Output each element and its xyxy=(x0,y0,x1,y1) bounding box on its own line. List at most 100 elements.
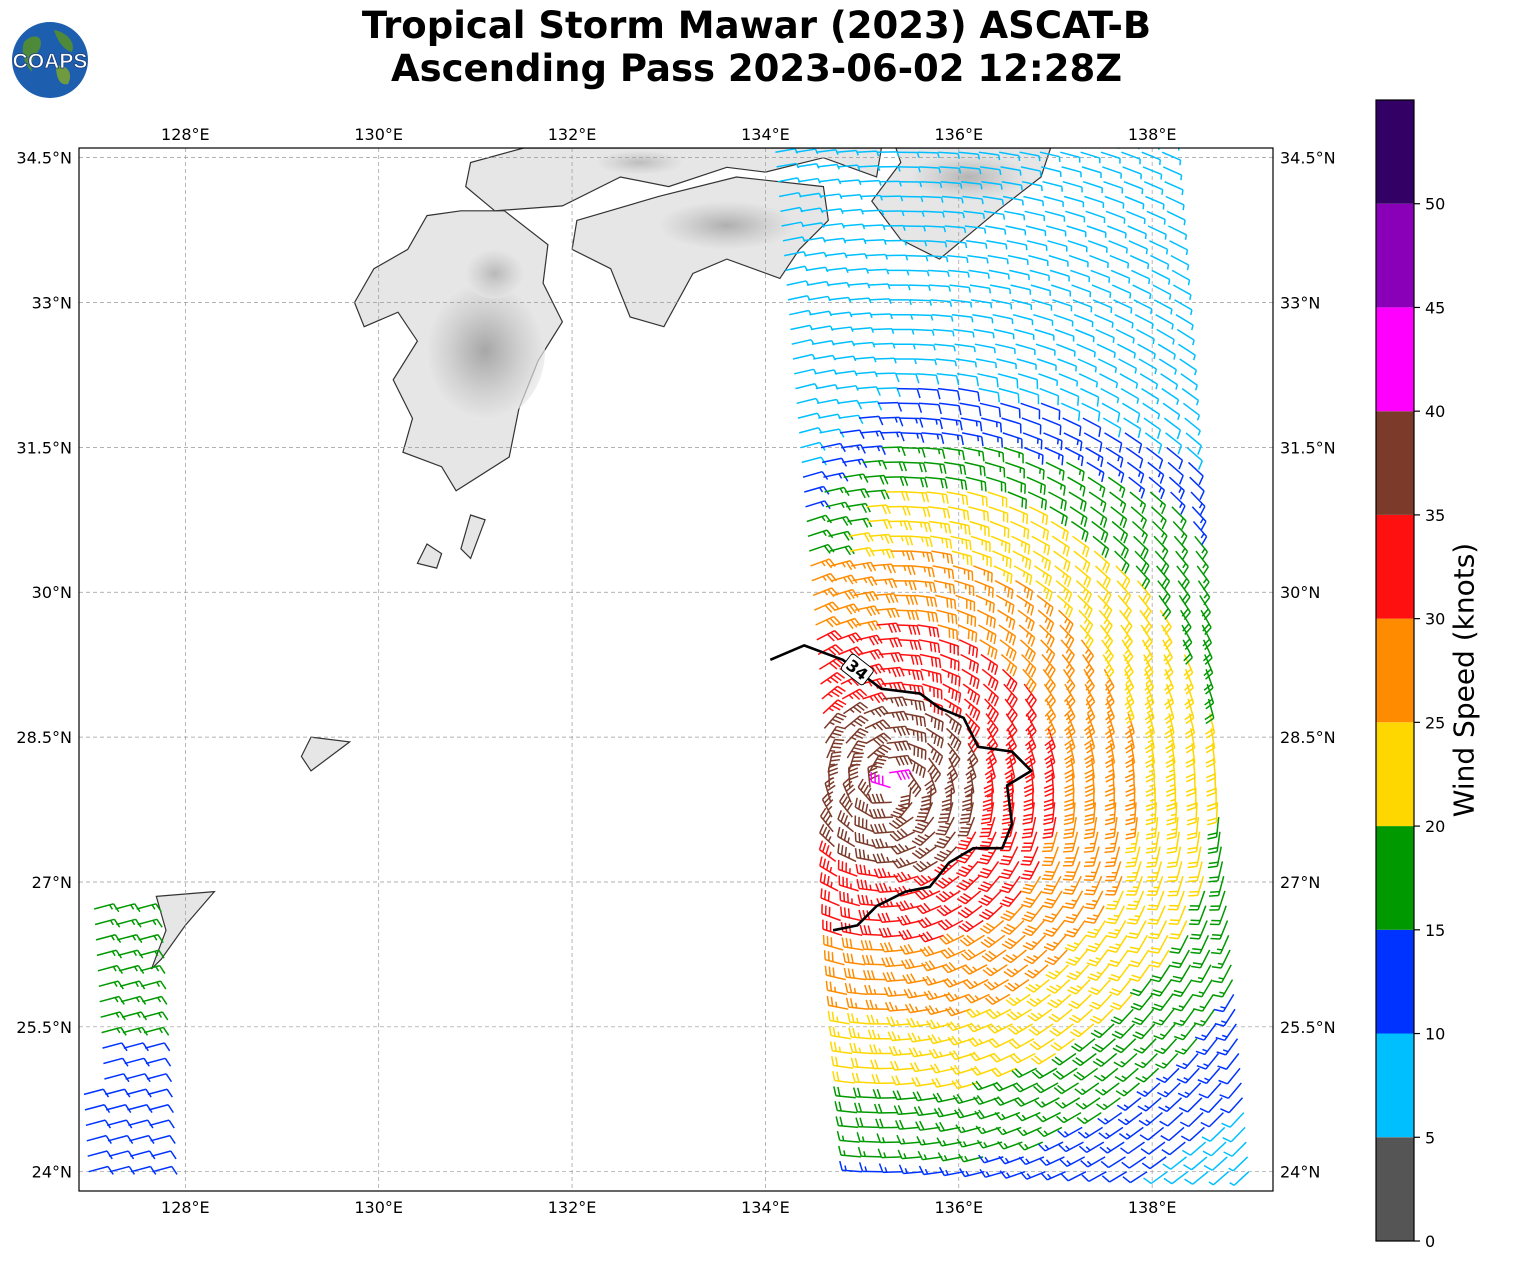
wind-barb xyxy=(1122,1171,1148,1184)
wind-barb xyxy=(856,1132,880,1143)
wind-barb xyxy=(872,1088,897,1099)
colorbar-bin xyxy=(1376,514,1414,619)
wind-barb xyxy=(849,1042,873,1055)
wind-barb xyxy=(1178,1097,1203,1113)
wind-barb xyxy=(913,1105,939,1117)
wind-barb xyxy=(833,1086,856,1099)
wind-barb xyxy=(1058,1141,1084,1153)
wind-barb xyxy=(852,1087,877,1099)
wind-barb xyxy=(834,1101,858,1114)
wind-barb xyxy=(887,1031,912,1042)
wind-barb xyxy=(1153,1023,1176,1040)
relief-shade xyxy=(908,151,1029,202)
yakushima-land xyxy=(416,543,443,569)
wind-barb xyxy=(1020,1171,1046,1180)
wind-barb xyxy=(1228,1156,1249,1172)
colorbar-tick-label: 35 xyxy=(1425,506,1445,525)
wind-barb xyxy=(1199,1097,1223,1114)
wind-barb xyxy=(836,1130,860,1143)
wind-barb xyxy=(1151,993,1174,1012)
wind-barb xyxy=(1052,1067,1078,1080)
wind-barb xyxy=(829,1041,853,1055)
wind-barb xyxy=(938,1166,965,1177)
wind-barb xyxy=(869,1044,893,1055)
wind-barb xyxy=(1117,1112,1143,1126)
wind-barb xyxy=(1091,1038,1116,1053)
wind-barb xyxy=(1181,1141,1207,1156)
wind-barb xyxy=(864,984,888,996)
wind-barb xyxy=(1069,1008,1094,1024)
wind-barb xyxy=(1133,1038,1157,1054)
wind-barb xyxy=(1137,1097,1162,1112)
wind-barb xyxy=(826,995,849,1010)
wind-barb xyxy=(877,1148,902,1159)
wind-barb xyxy=(1006,1008,1032,1021)
wind-barb xyxy=(1059,1156,1086,1167)
wind-barb xyxy=(1051,1052,1077,1066)
wind-barb xyxy=(843,967,867,981)
wind-barb xyxy=(984,993,1011,1006)
wind-barb xyxy=(1027,1008,1053,1022)
wind-barb xyxy=(1198,1082,1222,1099)
wind-barb xyxy=(1011,1067,1037,1079)
wind-barbs xyxy=(83,148,1250,1186)
wind-barb xyxy=(1074,1082,1100,1096)
wind-barb xyxy=(956,1138,982,1148)
amami-land xyxy=(300,736,352,772)
colorbar-bin xyxy=(1376,1137,1414,1241)
wind-barb xyxy=(1174,1038,1198,1055)
wind-barb xyxy=(1175,1053,1199,1070)
wind-barb xyxy=(1090,1023,1115,1039)
wind-barb xyxy=(1089,993,1113,1010)
wind-barb xyxy=(1201,1126,1226,1142)
wind-barb xyxy=(1047,993,1072,1009)
wind-barb xyxy=(1081,1171,1107,1183)
wind-barb xyxy=(1115,1082,1140,1097)
wind-barb xyxy=(1048,1008,1073,1023)
colorbar-bins xyxy=(1375,99,1415,1242)
wind-barb xyxy=(871,1074,896,1085)
wind-barb xyxy=(1012,1082,1039,1093)
wind-barb xyxy=(1028,1023,1054,1036)
wind-barb xyxy=(884,1001,910,1012)
wind-barb xyxy=(994,1111,1021,1121)
relief-shade xyxy=(425,280,546,421)
wind-barb xyxy=(1219,1082,1242,1100)
wind-barb xyxy=(1221,1112,1245,1128)
wind-barb xyxy=(1075,1097,1101,1110)
wind-barb xyxy=(993,1096,1019,1106)
wind-barb xyxy=(989,1052,1016,1063)
wind-barb xyxy=(907,1032,933,1043)
wind-barb xyxy=(1140,1141,1166,1155)
wind-barb xyxy=(1033,1082,1059,1094)
wind-barb xyxy=(844,982,868,996)
colorbar-tick-label: 15 xyxy=(1425,921,1445,940)
wind-barb xyxy=(1173,1008,1195,1027)
colorbar-bin xyxy=(1376,826,1414,930)
colorbar-tick-label: 5 xyxy=(1425,1128,1435,1147)
wind-barb xyxy=(1154,1038,1178,1055)
okinawa-land xyxy=(150,890,216,970)
colorbar-label: Wind Speed (knots) xyxy=(1447,542,1481,818)
wind-barb xyxy=(1193,993,1215,1012)
wind-barb xyxy=(857,1146,882,1158)
colorbar-bin xyxy=(1376,411,1414,515)
wind-barb xyxy=(878,1163,903,1174)
wind-barb xyxy=(1152,1008,1175,1026)
wind-barb xyxy=(1172,993,1194,1012)
wind-barb xyxy=(904,1003,930,1014)
wind-barb xyxy=(876,1133,901,1144)
wind-barb xyxy=(932,1092,958,1103)
wind-barb xyxy=(964,993,990,1004)
wind-barb xyxy=(1093,1067,1119,1082)
wind-barb xyxy=(988,1038,1014,1049)
wind-barb xyxy=(943,991,970,1002)
wind-barb xyxy=(1111,1023,1136,1039)
wind-barb xyxy=(858,1162,883,1173)
wind-barb xyxy=(937,1152,963,1162)
wind-barb xyxy=(851,1072,875,1084)
wind-barb xyxy=(906,1017,932,1028)
colorbar-bin xyxy=(1376,929,1414,1034)
wind-barb xyxy=(1139,1126,1165,1141)
